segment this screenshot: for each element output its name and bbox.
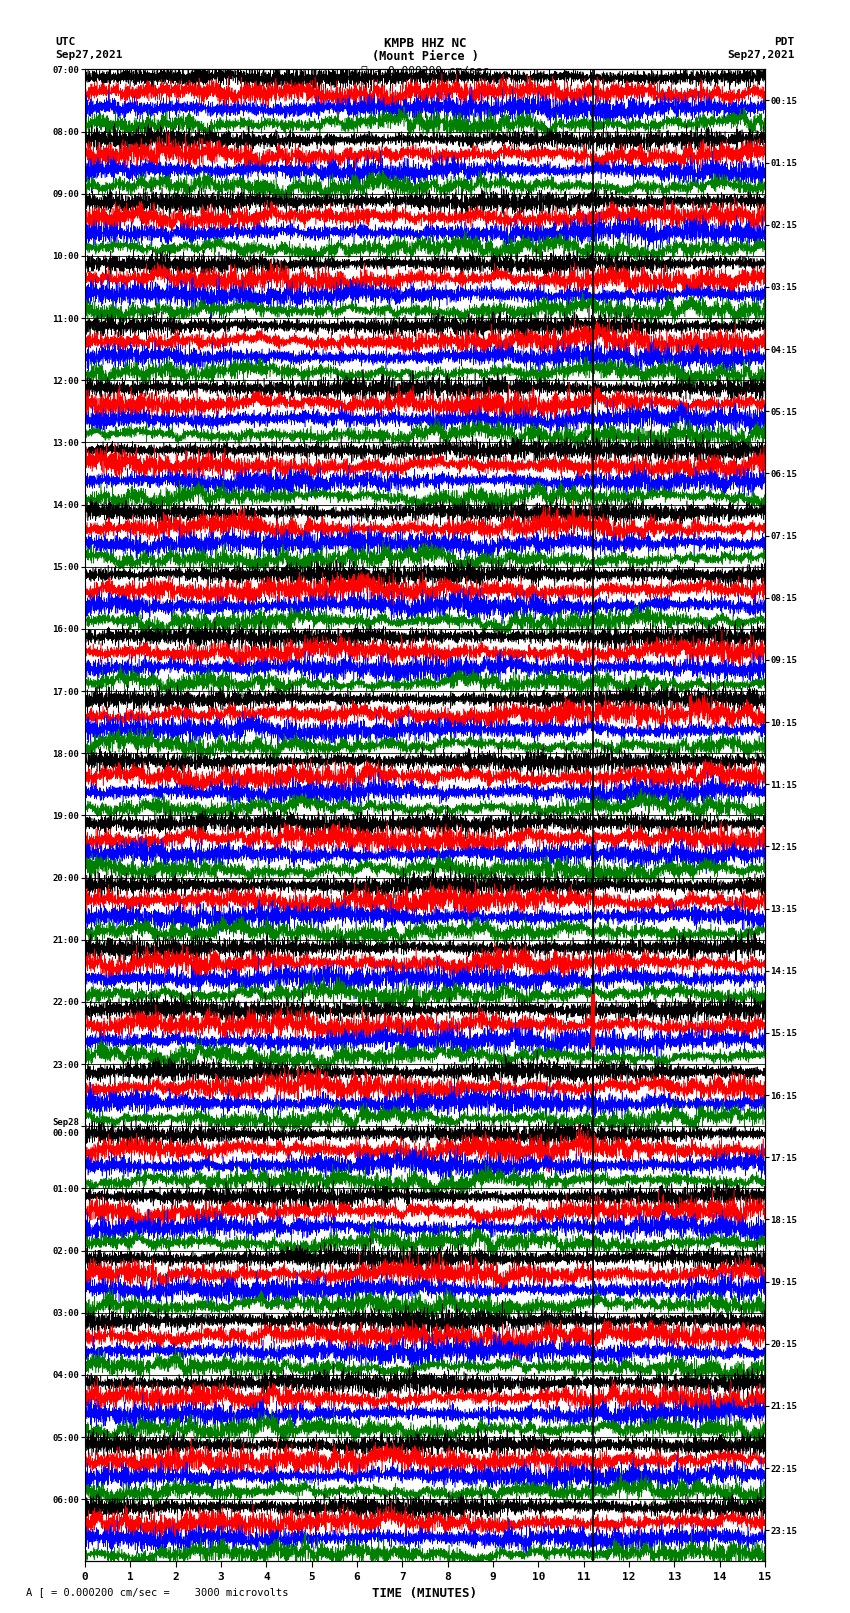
Text: ⏐ = 0.000200 cm/sec: ⏐ = 0.000200 cm/sec xyxy=(361,65,489,74)
Text: Sep27,2021: Sep27,2021 xyxy=(728,50,795,60)
X-axis label: TIME (MINUTES): TIME (MINUTES) xyxy=(372,1587,478,1600)
Text: (Mount Pierce ): (Mount Pierce ) xyxy=(371,50,479,63)
Text: Sep27,2021: Sep27,2021 xyxy=(55,50,122,60)
Text: PDT: PDT xyxy=(774,37,795,47)
Text: KMPB HHZ NC: KMPB HHZ NC xyxy=(383,37,467,50)
Text: UTC: UTC xyxy=(55,37,76,47)
Text: A [ = 0.000200 cm/sec =    3000 microvolts: A [ = 0.000200 cm/sec = 3000 microvolts xyxy=(26,1587,288,1597)
